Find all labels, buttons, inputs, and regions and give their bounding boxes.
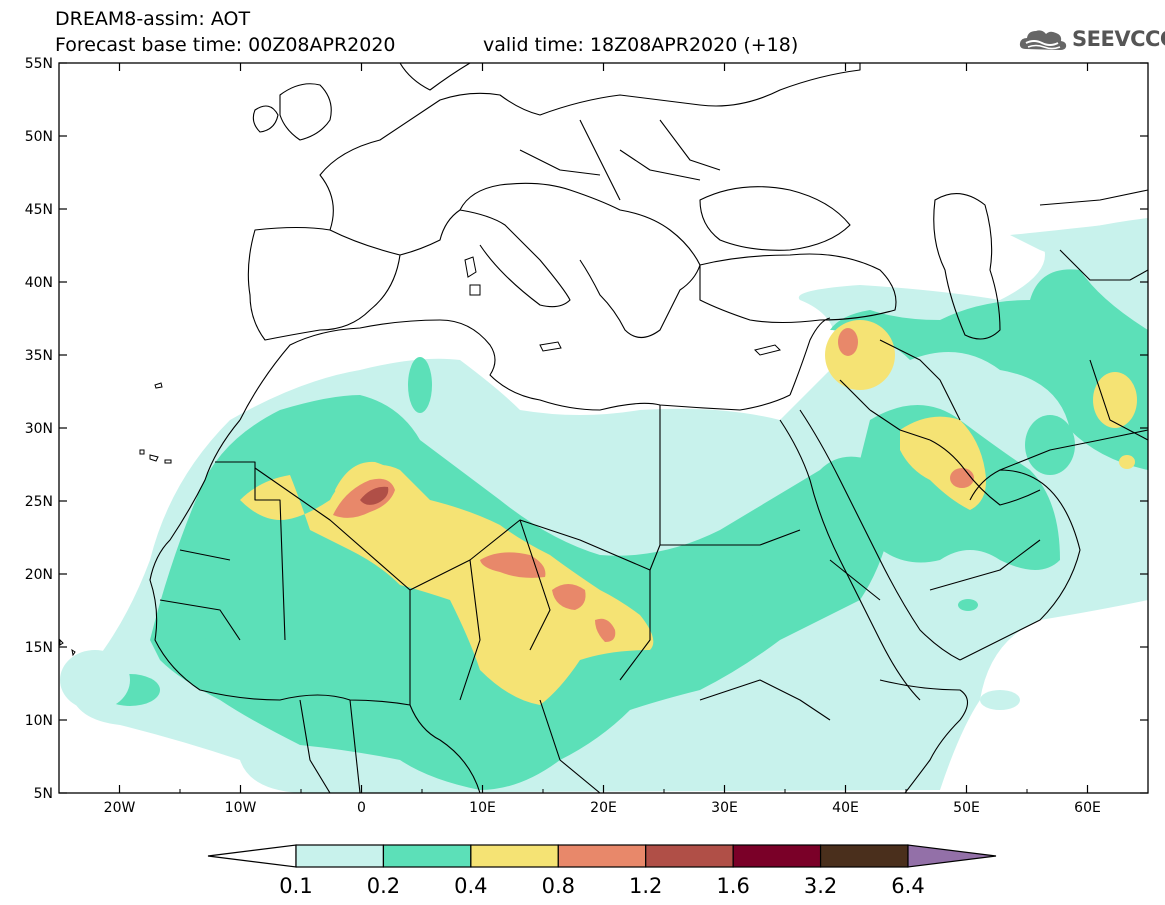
lon-label: 40E: [832, 800, 859, 816]
lon-label: 10W: [225, 800, 257, 816]
colorbar-segment: [470, 844, 559, 868]
lat-label: 25N: [25, 494, 53, 510]
lat-label: 45N: [25, 202, 53, 218]
islands: [59, 256, 781, 657]
colorbar-segment: [557, 844, 647, 868]
lat-label: 5N: [34, 786, 53, 802]
colorbar-segment: [645, 844, 734, 868]
lat-label: 10N: [25, 713, 53, 729]
colorbar-label: 1.2: [629, 874, 662, 898]
lat-label: 35N: [25, 348, 53, 364]
colorbar-label: 3.2: [804, 874, 837, 898]
lon-label: 60E: [1074, 800, 1101, 816]
lat-label: 50N: [25, 129, 53, 145]
colorbar-label: 1.6: [716, 874, 749, 898]
product-title: DREAM8-assim: AOT: [55, 8, 251, 30]
colorbar-segment: [295, 844, 385, 868]
lat-label: 15N: [25, 640, 53, 656]
colorbar-label: 0.8: [542, 874, 575, 898]
coastlines-borders: [149, 63, 1148, 793]
colorbar-segment: [382, 844, 472, 868]
lon-label: 10E: [469, 800, 496, 816]
cloud-icon: [1019, 30, 1067, 50]
colorbar: 0.1 0.2 0.4 0.8 1.2 1.6 3.2 6.4: [207, 844, 997, 898]
lat-label: 55N: [25, 56, 53, 72]
seevccc-logo: SEEVCCC: [1018, 24, 1165, 54]
lon-label: 20E: [590, 800, 617, 816]
colorbar-label: 0.2: [367, 874, 400, 898]
colorbar-over-triangle: [907, 844, 997, 868]
atlantic-light-aot: [60, 650, 130, 710]
forecast-base-time: Forecast base time: 00Z08APR2020: [55, 34, 396, 56]
colorbar-segment: [819, 844, 909, 868]
lon-label: 20W: [104, 800, 136, 816]
aot-field: [59, 63, 1148, 793]
logo-text: SEEVCCC: [1072, 27, 1165, 51]
colorbar-label: 0.1: [279, 874, 312, 898]
lat-label: 30N: [25, 421, 53, 437]
lat-label: 40N: [25, 275, 53, 291]
lon-label: 30E: [711, 800, 738, 816]
colorbar-label: 6.4: [891, 874, 924, 898]
colorbar-under-triangle: [207, 844, 297, 868]
colorbar-segment: [732, 844, 822, 868]
longitude-axis: 20W 10W 0 10E 20E 30E 40E 50E 60E: [58, 63, 1149, 816]
colorbar-label: 0.4: [454, 874, 487, 898]
lat-label: 20N: [25, 567, 53, 583]
lon-label: 0: [357, 800, 366, 816]
lon-label: 50E: [953, 800, 980, 816]
latitude-axis: 55N 50N 45N 40N 35N 30N 25N 20N 15N 10N 5N: [25, 56, 1148, 802]
aot-level-1.2: [360, 486, 389, 505]
valid-time: valid time: 18Z08APR2020 (+18): [483, 34, 799, 56]
